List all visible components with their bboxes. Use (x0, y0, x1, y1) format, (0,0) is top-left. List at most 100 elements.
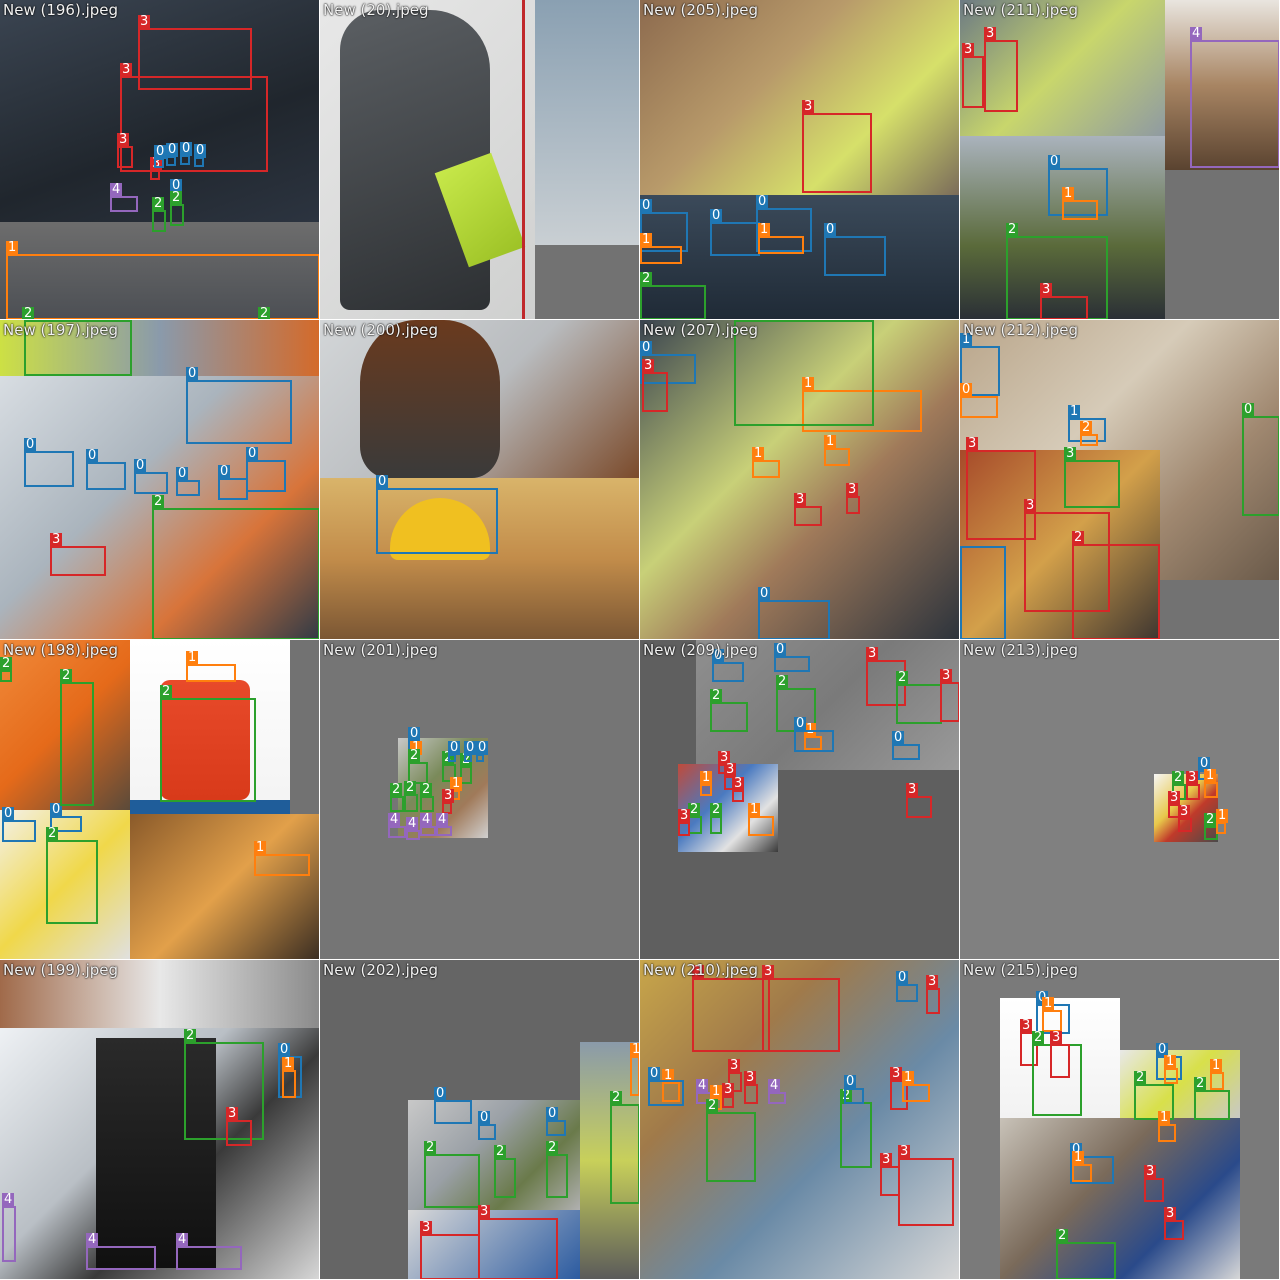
bbox: 3 (984, 27, 1018, 112)
bbox-label: 0 (134, 458, 147, 473)
bbox-label: 3 (1144, 1164, 1157, 1179)
bbox-label: 2 (390, 782, 403, 797)
bbox-label: 3 (762, 964, 775, 979)
bbox-label: 0 (892, 730, 905, 745)
bbox: 3 (940, 669, 959, 722)
bbox: 3 (802, 100, 872, 193)
bbox: 1 (186, 651, 236, 682)
bbox: 2 (60, 669, 94, 806)
bbox-label: 1 (6, 240, 19, 255)
bbox: 0 (434, 1087, 472, 1124)
bbox: 0 (154, 145, 167, 168)
bbox: 2 (46, 827, 98, 924)
watermark-bar (130, 800, 290, 814)
bbox-label: 3 (898, 1144, 911, 1159)
bbox: 0 (448, 741, 461, 762)
tile-9: New (198).jpeg 2 1 2 0 0 1 2 2 (0, 640, 320, 960)
bbox-label: 2 (640, 271, 653, 286)
bbox: 1 (640, 233, 682, 264)
bbox: 3 (1186, 771, 1200, 800)
bbox-label: 0 (758, 586, 771, 601)
bbox: 0 (476, 741, 489, 762)
bbox-label: 0 (2, 806, 15, 821)
bbox-label: 0 (176, 466, 189, 481)
bbox-label: 0 (1198, 756, 1211, 771)
bbox: 3 (880, 1153, 900, 1196)
bbox-label: 0 (180, 141, 193, 156)
bbox-label: 0 (1048, 154, 1061, 169)
bbox-label: 4 (1190, 26, 1203, 41)
bbox: 4 (768, 1079, 786, 1104)
bbox: 2 (408, 749, 428, 784)
bbox: 4 (176, 1233, 242, 1270)
bbox-label: 2 (0, 656, 13, 671)
bbox: 3 (420, 1221, 480, 1279)
bbox-label: 2 (688, 802, 701, 817)
bbox-label: 3 (966, 436, 979, 451)
bbox-label: 1 (902, 1070, 915, 1085)
bbox-label: 0 (154, 144, 167, 159)
bbox-label: 3 (478, 1204, 491, 1219)
bbox-label: 0 (408, 726, 421, 741)
bbox-label: 0 (246, 446, 259, 461)
bbox: 2 (390, 783, 404, 812)
bbox-label: 2 (1134, 1070, 1147, 1085)
bbox: 3 (1064, 447, 1120, 508)
bbox: 3 (1178, 805, 1192, 832)
bbox: 3 (728, 1059, 742, 1092)
bbox: 0 (478, 1111, 496, 1140)
bbox-label: 1 (748, 802, 761, 817)
bbox-label: 1 (824, 434, 837, 449)
engineer-photo (960, 136, 1165, 319)
bbox-label: 3 (1168, 790, 1181, 805)
bbox-label: 2 (1006, 222, 1019, 237)
bbox-label: 3 (1050, 1030, 1063, 1045)
bbox: 4 (406, 817, 420, 840)
bbox-label: 1 (1164, 1054, 1177, 1069)
bbox-label: 3 (906, 782, 919, 797)
bbox: 0 (134, 459, 168, 494)
tile-16: New (215).jpeg 0 1 3 2 3 0 1 1 2 2 1 0 1… (960, 960, 1280, 1280)
bbox: 2 (546, 1141, 568, 1198)
tile-7: New (207).jpeg 0 3 1 2 1 1 3 3 0 (640, 320, 960, 640)
bbox: 2 (404, 781, 418, 812)
tile-3: New (205).jpeg 3 0 0 0 1 0 1 2 (640, 0, 960, 320)
bbox: 0 (756, 195, 812, 252)
bbox: 2 (24, 320, 132, 376)
tile-title: New (207).jpeg (643, 321, 759, 339)
bbox: 0 (648, 1067, 684, 1106)
woman-figure (360, 320, 500, 478)
tile-15: New (210).jpeg 3 3 0 3 1 0 4 3 3 4 1 3 2… (640, 960, 960, 1280)
bbox: 0 (376, 475, 498, 554)
bbox-label: 2 (424, 1140, 437, 1155)
bbox: 4 (86, 1233, 156, 1270)
bbox: 1 (662, 1069, 680, 1102)
worker-vest (160, 680, 250, 800)
bbox-label: 1 (1158, 1110, 1171, 1125)
bbox: 3 (226, 1107, 252, 1146)
tile-12: New (213).jpeg 0 2 3 1 3 3 2 1 (960, 640, 1280, 960)
bbox-label: 3 (890, 1066, 903, 1081)
bbox-label: 1 (640, 232, 653, 247)
bbox-label: 2 (546, 1140, 559, 1155)
tile-10: New (201).jpeg 0 1 2 2 2 0 0 0 2 2 2 1 3… (320, 640, 640, 960)
bbox: 0 (166, 143, 179, 166)
bbox-label: 2 (610, 1090, 623, 1105)
bbox: 0 (1242, 403, 1279, 516)
bbox-label: 3 (802, 99, 815, 114)
bbox: 1 (6, 241, 319, 319)
bbox: 1 (824, 435, 850, 466)
workers-photo (960, 0, 1165, 136)
bbox: 4 (2, 1193, 16, 1262)
bbox-label: 2 (1204, 812, 1217, 827)
bbox-label: 2 (404, 780, 417, 795)
tile-5: New (197).jpeg 2 0 0 0 0 0 0 0 3 2 (0, 320, 320, 640)
bbox-label: 2 (1072, 530, 1085, 545)
tile-title: New (211).jpeg (963, 1, 1079, 19)
bbox-label: 1 (700, 770, 713, 785)
bbox: 1 (1164, 1055, 1178, 1084)
bbox: 1 (802, 377, 922, 432)
tile-title: New (213).jpeg (963, 641, 1079, 659)
bbox: 3 (692, 965, 770, 1052)
bbox: 1 (1042, 997, 1062, 1032)
